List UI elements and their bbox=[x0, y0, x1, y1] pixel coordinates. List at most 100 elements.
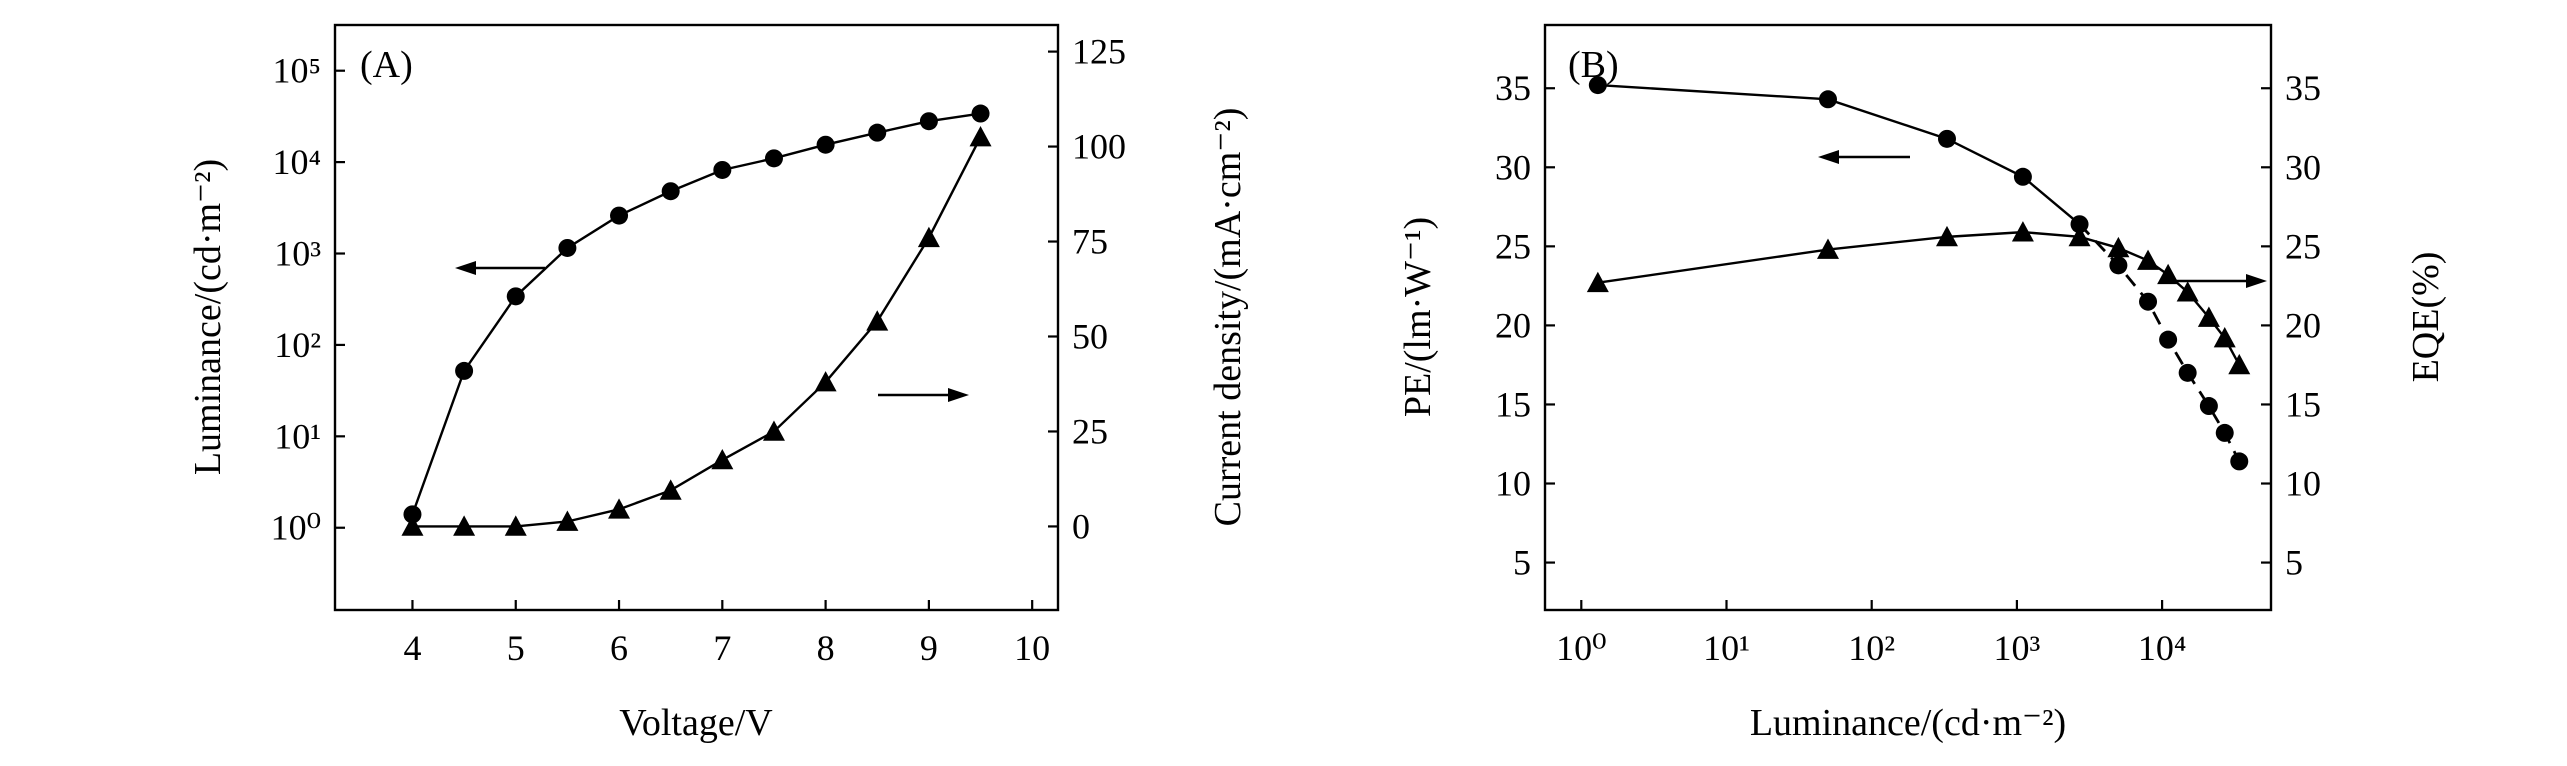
panel-a-luminance-point-4 bbox=[610, 206, 629, 225]
panel-b-series bbox=[1586, 76, 2251, 471]
panel-b-eqe-point-6 bbox=[2137, 249, 2160, 270]
panel-a-x-tick-label-4: 8 bbox=[817, 628, 835, 668]
panel-a-series bbox=[401, 104, 992, 536]
panel-a-plot-frame bbox=[333, 23, 1060, 612]
panel-a-luminance-point-3 bbox=[558, 238, 577, 257]
panel-b-left-axis-label: PE/(lm·W⁻¹) bbox=[1397, 217, 1439, 417]
panel-a-current-density-point-2 bbox=[504, 515, 527, 536]
panel-b-right-tick-label-5: 30 bbox=[2285, 147, 2321, 187]
panel-b-x-tick-label-4: 10⁴ bbox=[2138, 628, 2187, 668]
panel-b-pe-point-3 bbox=[2013, 167, 2032, 186]
panel-b-left-tick-label-2: 15 bbox=[1495, 384, 1531, 424]
panel-a-left-tick-label-4: 10⁴ bbox=[272, 142, 321, 182]
panel-b-eqe-point-10 bbox=[2213, 327, 2236, 348]
panel-b-x-tick-label-0: 10⁰ bbox=[1556, 628, 1606, 668]
panel-a-right-tick-label-4: 100 bbox=[1072, 127, 1126, 167]
panel-b-right-tick-label-3: 20 bbox=[2285, 305, 2321, 345]
panel-a-right-tick-label-5: 125 bbox=[1072, 32, 1126, 72]
panel-a-x-axis: 4 5 6 7 8 9 10 bbox=[403, 600, 1050, 668]
panel-a-right-tick-label-3: 75 bbox=[1072, 222, 1108, 262]
panel-a-luminance-line bbox=[411, 112, 981, 515]
panel-b-right-tick-label-2: 15 bbox=[2285, 384, 2321, 424]
panel-b-eqe-point-9 bbox=[2197, 306, 2220, 327]
panel-b-x-tick-label-1: 10¹ bbox=[1703, 628, 1750, 668]
panel-b-pe-point-6 bbox=[2139, 292, 2158, 311]
panel-a-arrow-right bbox=[878, 388, 969, 402]
panel-b-right-tick-label-0: 5 bbox=[2285, 543, 2303, 583]
panel-a-right-tick-label-0: 0 bbox=[1072, 506, 1090, 546]
panel-a-left-tick-label-0: 10⁰ bbox=[271, 508, 321, 548]
panel-a-chart: (A) 4 5 6 7 8 9 10 10⁰ 10¹ 10² 10³ 10⁴ 10⁵ 0 25 50 75 1… bbox=[187, 23, 1249, 744]
panel-a-current-density-line bbox=[412, 136, 982, 528]
panel-b-pe-point-7 bbox=[2159, 330, 2178, 349]
panel-b-pe-point-2 bbox=[1937, 129, 1956, 148]
panel-b-right-axis-label: EQE(%) bbox=[2405, 252, 2447, 383]
panel-b-right-tick-label-6: 35 bbox=[2285, 68, 2321, 108]
panel-b-left-tick-label-3: 20 bbox=[1495, 305, 1531, 345]
panel-b-pe-line-dashed bbox=[2078, 223, 2241, 463]
panel-a-x-tick-label-6: 10 bbox=[1014, 628, 1050, 668]
panel-b-plot-frame bbox=[1543, 23, 2273, 612]
panel-a-left-tick-label-3: 10³ bbox=[274, 234, 321, 274]
panel-a-current-density-point-11 bbox=[969, 126, 992, 147]
panel-a-right-axis-label: Current density/(mA·cm⁻²) bbox=[1207, 108, 1249, 527]
panel-a-luminance-point-6 bbox=[713, 160, 732, 179]
panel-b-pe-point-10 bbox=[2215, 423, 2234, 442]
panel-b-arrow-right bbox=[2175, 274, 2267, 288]
panel-b-left-tick-label-0: 5 bbox=[1513, 543, 1531, 583]
panel-b-right-tick-label-1: 10 bbox=[2285, 464, 2321, 504]
panel-a-label: (A) bbox=[360, 44, 413, 86]
panel-b-right-tick-label-4: 25 bbox=[2285, 226, 2321, 266]
panel-a-left-tick-label-1: 10¹ bbox=[274, 416, 321, 456]
panel-a-x-axis-label: Voltage/V bbox=[619, 702, 773, 744]
panel-a-luminance-point-10 bbox=[919, 112, 938, 131]
panel-b-eqe-point-5 bbox=[2107, 236, 2130, 258]
panel-a-current-density-point-8 bbox=[814, 371, 837, 392]
panel-a-luminance-point-9 bbox=[868, 123, 887, 142]
panel-b-eqe-point-0 bbox=[1586, 271, 1609, 293]
panel-a-current-density-point-1 bbox=[453, 515, 476, 536]
panel-a-x-tick-label-5: 9 bbox=[920, 628, 938, 668]
panel-b-right-axis: 5 10 15 20 25 30 35 bbox=[2261, 68, 2321, 583]
panel-a-luminance-point-7 bbox=[764, 149, 783, 168]
panel-b-x-axis-label: Luminance/(cd·m⁻²) bbox=[1750, 702, 2066, 744]
panel-b-pe-point-8 bbox=[2178, 363, 2197, 382]
panel-b-eqe-point-8 bbox=[2176, 281, 2199, 302]
panel-a-right-tick-label-2: 50 bbox=[1072, 316, 1108, 356]
panel-a-x-tick-label-1: 5 bbox=[507, 628, 525, 668]
panel-a-luminance-point-11 bbox=[971, 104, 990, 123]
panel-b-eqe-point-1 bbox=[1816, 238, 1839, 259]
panel-a-right-tick-label-1: 25 bbox=[1072, 411, 1108, 451]
panel-a-x-tick-label-0: 4 bbox=[403, 628, 421, 668]
panel-b-left-axis: 5 10 15 20 25 30 35 bbox=[1495, 68, 1555, 583]
panel-a-current-density-point-10 bbox=[917, 226, 940, 248]
panel-b-left-tick-label-4: 25 bbox=[1495, 226, 1531, 266]
panel-a-x-tick-label-2: 6 bbox=[610, 628, 628, 668]
panel-a-x-tick-label-3: 7 bbox=[713, 628, 731, 668]
panel-a-left-tick-label-2: 10² bbox=[274, 325, 321, 365]
panel-b-pe-point-5 bbox=[2109, 256, 2128, 275]
panel-b-eqe-point-11 bbox=[2228, 353, 2251, 375]
panel-b-x-tick-label-3: 10³ bbox=[1994, 628, 2041, 668]
panel-a-current-density-point-7 bbox=[762, 420, 785, 441]
panel-a-left-axis-label: Luminance/(cd·m⁻²) bbox=[187, 159, 229, 475]
panel-b-left-tick-label-6: 35 bbox=[1495, 68, 1531, 108]
panel-a-luminance-point-2 bbox=[506, 287, 525, 306]
panel-b-eqe-point-2 bbox=[1935, 225, 1958, 247]
panel-b-left-tick-label-5: 30 bbox=[1495, 147, 1531, 187]
panel-a-current-density-point-5 bbox=[659, 479, 682, 500]
panel-a-left-tick-label-5: 10⁵ bbox=[272, 51, 321, 91]
panel-a-current-density-point-3 bbox=[556, 510, 579, 531]
panel-a-luminance-point-5 bbox=[661, 182, 680, 201]
panel-b-left-tick-label-1: 10 bbox=[1495, 464, 1531, 504]
panel-b-pe-point-0 bbox=[1588, 76, 1607, 95]
panel-b-pe-point-11 bbox=[2230, 452, 2249, 471]
panel-a-arrow-left bbox=[455, 261, 545, 275]
panel-b-arrow-left bbox=[1818, 150, 1910, 164]
panel-a-left-axis: 10⁰ 10¹ 10² 10³ 10⁴ 10⁵ bbox=[271, 51, 345, 548]
panel-b-x-axis: 10⁰ 10¹ 10² 10³ 10⁴ bbox=[1556, 600, 2186, 668]
panel-a-current-density-point-6 bbox=[711, 448, 734, 470]
panel-a-right-axis: 0 25 50 75 100 125 bbox=[1048, 32, 1126, 546]
